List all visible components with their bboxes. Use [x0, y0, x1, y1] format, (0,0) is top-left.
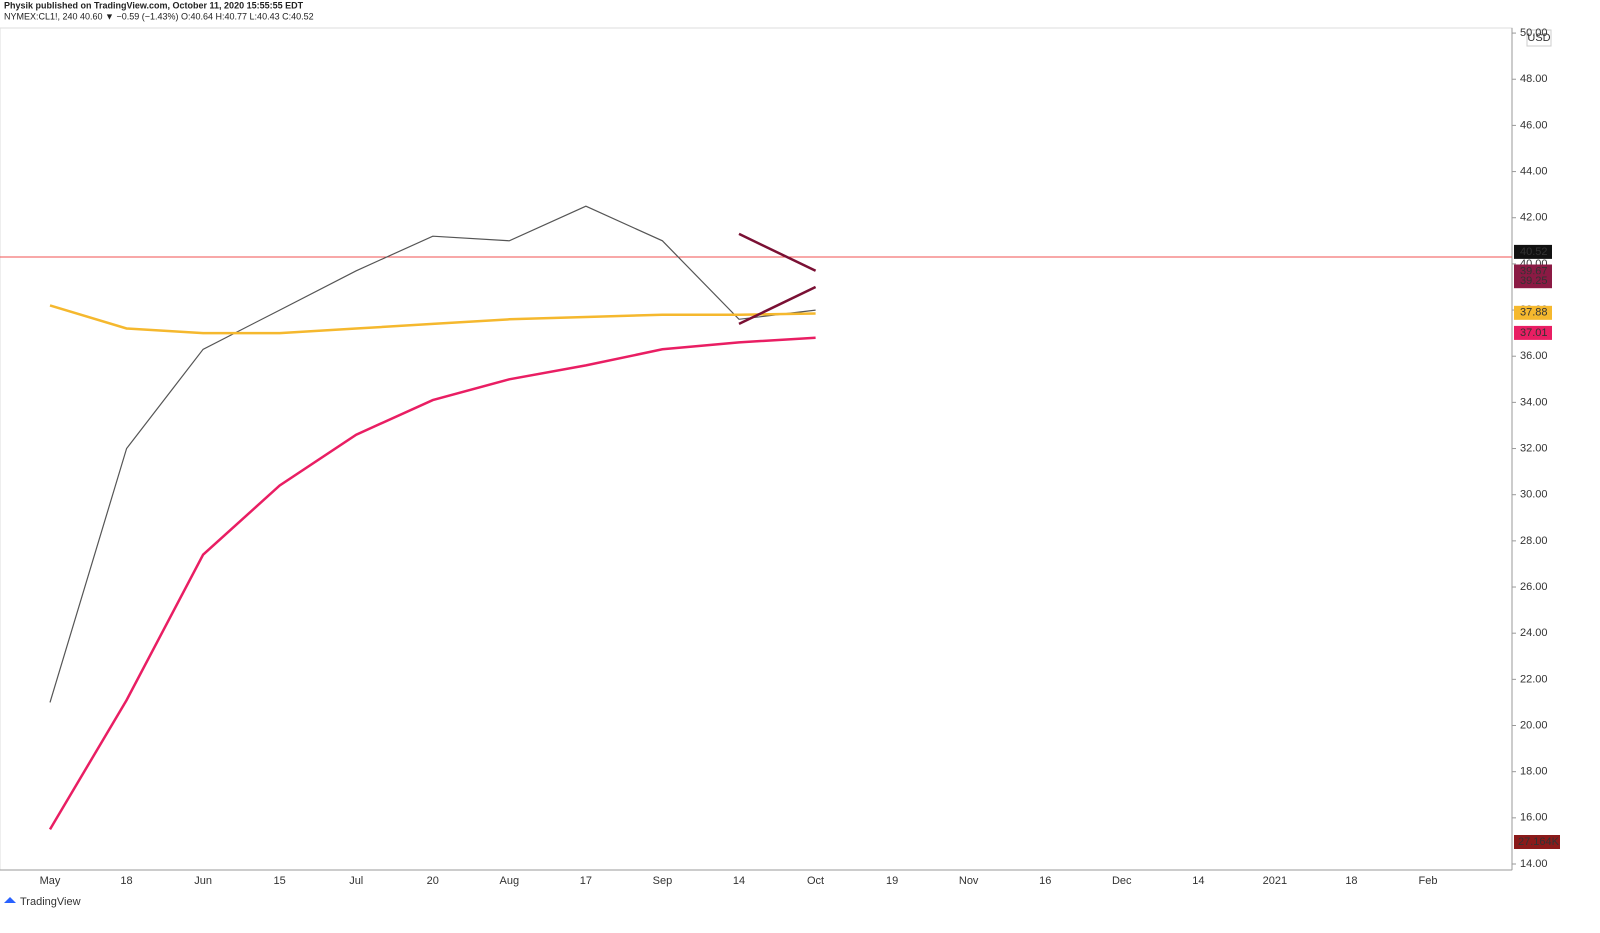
y-tick-label: 42.00 — [1520, 212, 1548, 224]
price-label-box — [1514, 244, 1552, 259]
series-line — [738, 285, 817, 326]
y-tick-label: 20.00 — [1520, 719, 1548, 731]
series-line — [49, 205, 816, 703]
brand-icon — [4, 897, 16, 903]
x-tick-label: 18 — [1345, 875, 1357, 887]
x-tick-label: Oct — [807, 875, 824, 887]
x-tick-label: 14 — [1192, 875, 1204, 887]
series-line — [49, 304, 816, 335]
symbol-line: NYMEX:CL1!, 240 40.60 ▼ −0.59 (−1.43%) O… — [4, 11, 314, 21]
price-label: 37.01 — [1520, 327, 1548, 339]
y-tick-label: 50.00 — [1520, 27, 1548, 39]
x-tick-label: Jun — [194, 875, 212, 887]
currency: USD — [1527, 32, 1550, 44]
volume-label: 27.164K — [1518, 836, 1560, 848]
series-line — [48, 336, 816, 831]
x-tick-label: 16 — [1039, 875, 1051, 887]
x-tick-label: 20 — [427, 875, 439, 887]
x-tick-label: May — [40, 875, 61, 887]
y-tick-label: 18.00 — [1520, 766, 1548, 778]
x-tick-label: Sep — [653, 875, 673, 887]
y-tick-label: 44.00 — [1520, 165, 1548, 177]
x-tick-label: 18 — [120, 875, 132, 887]
brand: TradingView — [20, 896, 81, 908]
price-label-box — [1514, 325, 1552, 340]
y-tick-label: 36.00 — [1520, 350, 1548, 362]
x-tick-label: 17 — [580, 875, 592, 887]
x-tick-label: Feb — [1419, 875, 1438, 887]
x-tick-label: Jul — [349, 875, 363, 887]
y-tick-label: 48.00 — [1520, 73, 1548, 85]
x-tick-label: 14 — [733, 875, 745, 887]
price-label: 40.52 — [1520, 246, 1548, 258]
y-tick-label: 24.00 — [1520, 627, 1548, 639]
price-label: 39.25 — [1520, 275, 1548, 287]
y-tick-label: 22.00 — [1520, 673, 1548, 685]
y-tick-label: 34.00 — [1520, 396, 1548, 408]
x-tick-label: Nov — [959, 875, 979, 887]
currency-box — [1526, 29, 1552, 47]
series-line — [738, 232, 817, 272]
y-tick-label: 16.00 — [1520, 812, 1548, 824]
publisher: Physik published on TradingView.com, Oct… — [4, 0, 304, 10]
y-tick-label: 14.00 — [1520, 858, 1548, 870]
x-tick-label: 15 — [274, 875, 286, 887]
x-tick-label: Aug — [500, 875, 520, 887]
volume-label-box — [1514, 835, 1560, 849]
price-label: 37.88 — [1520, 307, 1548, 319]
x-tick-label: Dec — [1112, 875, 1132, 887]
plot-frame — [0, 27, 1513, 871]
x-tick-label: 2021 — [1263, 875, 1287, 887]
y-tick-label: 46.00 — [1520, 119, 1548, 131]
price-label-box — [1514, 274, 1552, 289]
y-tick-label: 28.00 — [1520, 535, 1548, 547]
x-tick-label: 19 — [886, 875, 898, 887]
y-tick-label: 32.00 — [1520, 442, 1548, 454]
price-label-box — [1514, 305, 1552, 320]
y-tick-label: 30.00 — [1520, 489, 1548, 501]
y-tick-label: 26.00 — [1520, 581, 1548, 593]
